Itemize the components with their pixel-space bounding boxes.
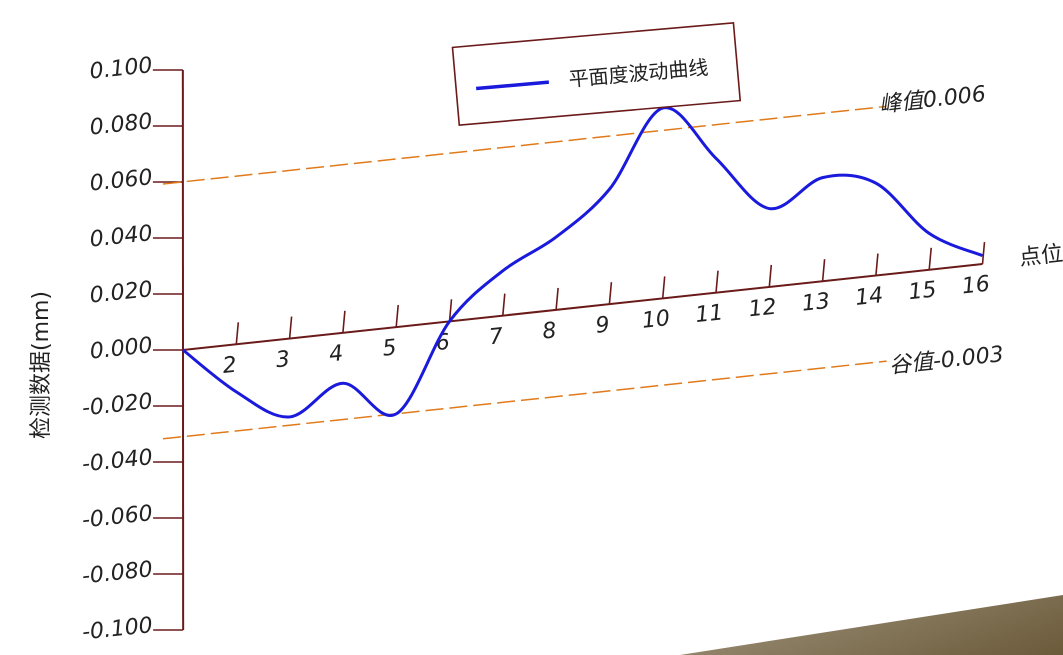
x-tick [875, 253, 879, 276]
legend-box [451, 21, 742, 126]
series-line [182, 106, 984, 419]
legend: 平面度波动曲线 [451, 21, 742, 126]
x-tick [608, 282, 613, 305]
x-tick-label: 9 [594, 313, 611, 339]
x-tick [661, 276, 666, 299]
x-tick [928, 247, 932, 270]
y-axis-title: 检测数据(mm) [29, 291, 54, 439]
x-tick [448, 299, 453, 322]
x-tick-label: 12 [747, 295, 777, 323]
x-tick [395, 305, 399, 328]
x-tick-label: 11 [694, 300, 724, 328]
reference-line [162, 105, 887, 185]
plot-area: 0.1000.0800.0600.0400.0200.000-0.020-0.0… [29, 21, 1063, 645]
x-tick-label: 8 [541, 318, 558, 344]
x-tick-label: 13 [801, 289, 831, 317]
x-tick-label: 6 [435, 330, 452, 356]
x-tick-label: 3 [275, 347, 292, 373]
x-tick [715, 270, 719, 293]
legend-swatch [476, 80, 550, 91]
x-tick [288, 316, 293, 339]
x-axis-line [182, 263, 983, 351]
x-tick [768, 264, 773, 288]
x-tick [235, 322, 240, 345]
x-tick-label: 7 [488, 324, 505, 350]
x-axis-title: 点位 [1018, 242, 1063, 271]
x-tick [342, 310, 346, 333]
x-tick-label: 10 [641, 306, 671, 334]
x-tick [555, 287, 559, 310]
x-tick-label: 5 [381, 335, 398, 361]
x-tick-label: 14 [854, 283, 884, 311]
x-tick [502, 293, 506, 316]
x-tick-label: 2 [221, 353, 238, 379]
x-tick-label: 4 [328, 341, 345, 367]
x-tick [981, 241, 986, 265]
reference-line [162, 360, 887, 440]
x-tick-label: 15 [907, 277, 937, 305]
x-tick-label: 16 [961, 272, 991, 300]
x-tick [821, 259, 826, 282]
